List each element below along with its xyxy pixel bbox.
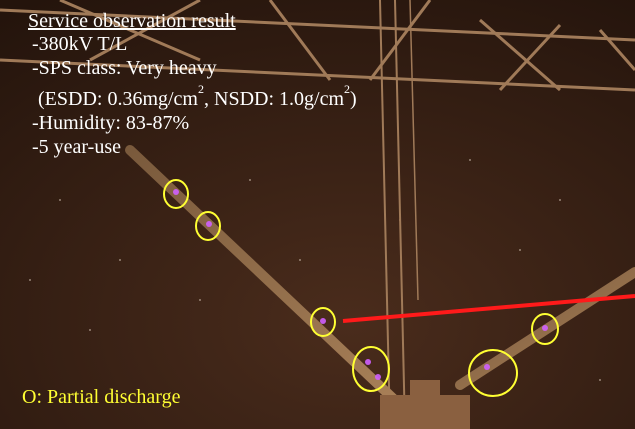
caption-title: Service observation result bbox=[28, 10, 236, 32]
legend: O: Partial discharge bbox=[22, 386, 181, 408]
close-paren: ) bbox=[350, 88, 357, 110]
caption-line: -5 year-use bbox=[32, 136, 121, 158]
esdd: (ESDD: 0.36mg/cm bbox=[38, 88, 198, 110]
caption-line: -Humidity: 83-87% bbox=[32, 112, 189, 134]
caption-line: -SPS class: Very heavy bbox=[32, 57, 217, 79]
nsdd: , NSDD: 1.0g/cm bbox=[204, 88, 344, 110]
caption-line: -380kV T/L bbox=[32, 33, 127, 55]
photo: Service observation result -380kV T/L -S… bbox=[0, 0, 635, 429]
page: {"caption": {"title": "Service observati… bbox=[0, 0, 635, 429]
